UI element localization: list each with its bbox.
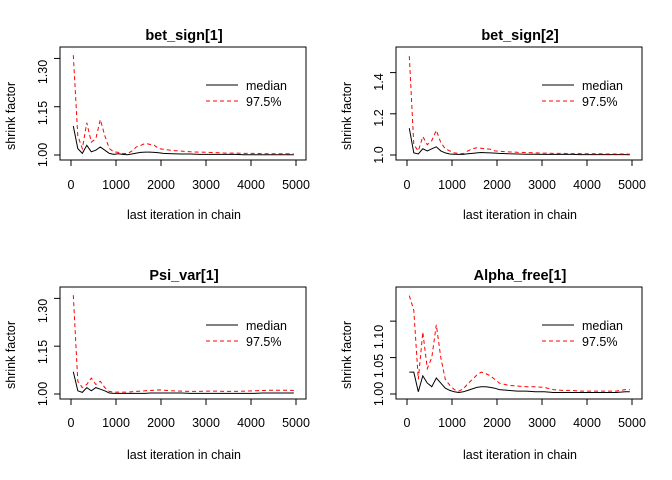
legend-label-97-5: 97.5%: [246, 335, 281, 349]
legend-label-median: median: [582, 319, 623, 333]
legend-label-median: median: [582, 79, 623, 93]
y-tick-label: 1.00: [36, 382, 50, 406]
y-tick-label: 1.4: [372, 73, 386, 90]
y-axis-label: shrink factor: [340, 321, 354, 389]
plot-frame: [59, 286, 307, 400]
x-axis-label: last iteration in chain: [127, 448, 241, 462]
x-axis-label: last iteration in chain: [127, 208, 241, 222]
x-tick-label: 5000: [618, 178, 646, 192]
y-tick-label: 1.15: [36, 101, 50, 125]
y-tick-label: 1.15: [36, 340, 50, 364]
x-tick-label: 4000: [573, 178, 601, 192]
y-tick-label: 1.05: [372, 354, 386, 378]
x-tick-label: 2000: [483, 416, 511, 430]
panel-alpha-free-1: Alpha_free[1] last iteration in chain sh…: [340, 268, 646, 462]
y-tick-label: 1.30: [36, 60, 50, 84]
series-line-97-5: [72, 55, 294, 155]
legend-label-97-5: 97.5%: [246, 95, 281, 109]
panel-bet-sign-2: bet_sign[2] last iteration in chain shri…: [340, 28, 646, 222]
y-axis-label: shrink factor: [4, 82, 18, 150]
series-line-97-5: [72, 295, 294, 393]
panel-title: bet_sign[2]: [481, 28, 559, 44]
x-tick-label: 0: [68, 178, 75, 192]
x-tick-label: 2000: [483, 178, 511, 192]
x-tick-label: 4000: [573, 416, 601, 430]
legend-label-median: median: [246, 79, 287, 93]
x-axis-label: last iteration in chain: [463, 208, 577, 222]
panel-title: Alpha_free[1]: [474, 268, 567, 284]
panel-title: Psi_var[1]: [149, 268, 218, 284]
series-line-median: [72, 125, 294, 156]
series-line-median: [409, 371, 630, 394]
x-tick-label: 0: [404, 178, 411, 192]
x-tick-label: 1000: [102, 178, 130, 192]
y-tick-label: 1.10: [372, 325, 386, 349]
panel-bet-sign-1: bet_sign[1] last iteration in chain shri…: [4, 28, 310, 222]
y-axis-label: shrink factor: [4, 321, 18, 389]
legend-label-median: median: [246, 319, 287, 333]
x-tick-label: 5000: [282, 416, 310, 430]
y-tick-label: 1.30: [36, 299, 50, 323]
panel-psi-var-1: Psi_var[1] last iteration in chain shrin…: [4, 268, 310, 462]
series-line-median: [408, 128, 630, 156]
x-tick-label: 3000: [528, 416, 556, 430]
x-tick-label: 0: [68, 416, 75, 430]
legend-label-97-5: 97.5%: [582, 335, 617, 349]
plot-frame: [59, 46, 307, 161]
x-tick-label: 4000: [237, 178, 265, 192]
x-tick-label: 4000: [237, 416, 265, 430]
x-tick-label: 3000: [192, 416, 220, 430]
y-tick-label: 1.0: [372, 146, 386, 163]
legend-label-97-5: 97.5%: [582, 95, 617, 109]
x-tick-label: 5000: [282, 178, 310, 192]
x-tick-label: 3000: [528, 178, 556, 192]
x-tick-label: 2000: [147, 416, 175, 430]
y-tick-label: 1.00: [36, 143, 50, 167]
plot-frame: [395, 46, 643, 161]
x-tick-label: 2000: [147, 178, 175, 192]
y-tick-label: 1.2: [372, 109, 386, 126]
x-tick-label: 0: [404, 416, 411, 430]
x-tick-label: 1000: [438, 416, 466, 430]
panel-title: bet_sign[1]: [145, 28, 223, 44]
series-line-97-5: [408, 56, 630, 155]
series-line-median: [72, 371, 294, 394]
plot-frame: [395, 286, 643, 400]
series-line-97-5: [408, 295, 630, 392]
y-axis-label: shrink factor: [340, 82, 354, 150]
x-tick-label: 1000: [438, 178, 466, 192]
x-tick-label: 5000: [618, 416, 646, 430]
x-axis-label: last iteration in chain: [463, 448, 577, 462]
x-tick-label: 1000: [102, 416, 130, 430]
y-tick-label: 1.00: [372, 382, 386, 406]
x-tick-label: 3000: [192, 178, 220, 192]
